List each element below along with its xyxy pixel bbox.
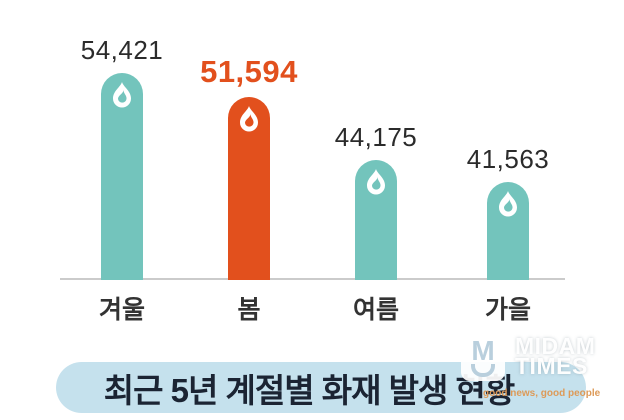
bar-여름 [355,160,397,280]
flame-icon [240,106,258,132]
value-label-겨울: 54,421 [80,35,164,65]
season-label-봄: 봄 [237,296,261,324]
title-banner: 최근 5년 계절별 화재 발생 현황 [56,362,586,413]
bar-봄 [228,97,270,280]
value-label-여름: 44,175 [334,122,418,152]
season-label-가을: 가을 [484,296,531,324]
season-label-여름: 여름 [352,296,399,324]
flame-icon [367,169,385,195]
value-label-봄: 51,594 [200,54,298,89]
flame-icon [499,191,517,217]
flame-icon [113,82,131,108]
season-label-겨울: 겨울 [98,296,145,324]
bar-겨울 [101,73,143,280]
bar-가을 [487,182,529,280]
chart-title: 최근 5년 계절별 화재 발생 현황 [103,371,516,409]
value-label-가을: 41,563 [466,144,550,174]
x-axis-line [60,278,565,280]
